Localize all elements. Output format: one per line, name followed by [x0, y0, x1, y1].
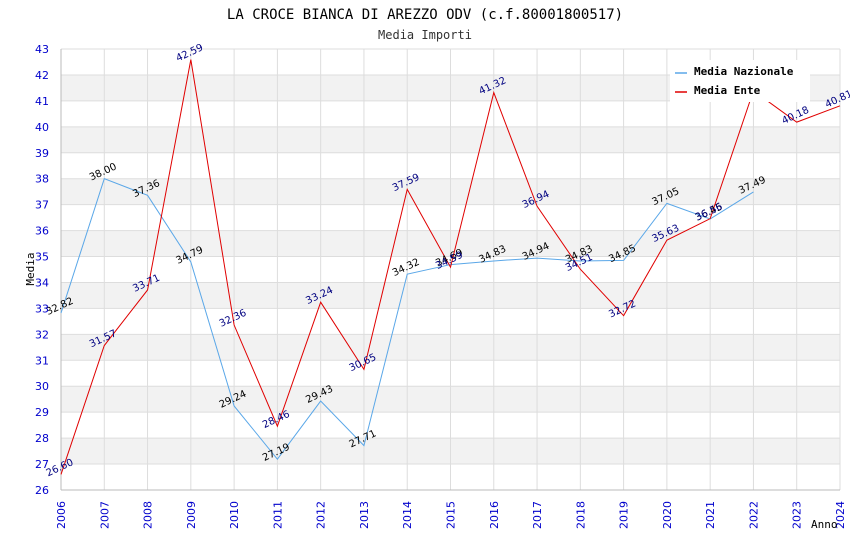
x-tick-label: 2013: [358, 501, 371, 529]
y-tick-label: 41: [35, 95, 49, 108]
y-tick-label: 30: [35, 380, 49, 393]
series-lines: [60, 59, 841, 475]
x-tick-label: 2015: [445, 501, 458, 529]
data-labels: 32.8238.0037.3634.7929.2427.1929.4327.71…: [45, 42, 850, 479]
x-tick-label: 2010: [228, 501, 241, 529]
legend-label-media-ente: Media Ente: [694, 84, 761, 97]
y-tick-label: 33: [35, 302, 49, 315]
gridlines: [60, 48, 841, 491]
y-tick-label: 36: [35, 225, 49, 238]
series-line-media-ente: [60, 59, 841, 475]
x-tick-label: 2012: [315, 501, 328, 529]
data-label: 32.82: [45, 296, 76, 318]
y-axis-label: Media: [24, 252, 37, 285]
x-tick-label: 2020: [661, 501, 674, 529]
legend: Media Nazionale Media Ente: [670, 60, 810, 102]
axis-ticks: 26 27 28 29 30 31 32 33 34 35 36 37 38 39 40 41 42 43 2006…: [35, 43, 847, 529]
y-tick-label: 26: [35, 484, 49, 497]
y-tick-label: 28: [35, 432, 49, 445]
series-line-media-nazionale: [60, 178, 754, 460]
y-tick-label: 29: [35, 406, 49, 419]
x-tick-label: 2014: [401, 501, 414, 529]
data-label: 26.60: [45, 457, 76, 479]
y-tick-label: 35: [35, 251, 49, 264]
x-axis-label: Anno: [811, 518, 838, 531]
y-tick-label: 31: [35, 354, 49, 367]
x-tick-label: 2006: [55, 501, 68, 529]
data-label: 32.36: [218, 308, 249, 330]
x-tick-label: 2011: [271, 501, 284, 529]
x-tick-label: 2008: [142, 501, 155, 529]
data-label: 40.18: [780, 105, 811, 127]
legend-box: [670, 60, 810, 102]
chart-subtitle: Media Importi: [378, 28, 472, 42]
legend-label-media-nazionale: Media Nazionale: [694, 65, 794, 78]
y-tick-label: 38: [35, 173, 49, 186]
data-label: 42.59: [174, 42, 205, 64]
chart-title: LA CROCE BIANCA DI AREZZO ODV (c.f.80001…: [227, 7, 623, 23]
y-tick-label: 34: [35, 276, 49, 289]
x-tick-label: 2018: [574, 501, 587, 529]
x-tick-label: 2016: [488, 501, 501, 529]
data-label: 34.32: [391, 257, 422, 279]
x-tick-label: 2007: [98, 501, 111, 529]
x-tick-label: 2019: [618, 501, 631, 529]
x-tick-label: 2022: [747, 501, 760, 529]
x-tick-label: 2024: [834, 501, 847, 529]
x-tick-label: 2021: [704, 501, 717, 529]
x-tick-label: 2023: [791, 501, 804, 529]
y-tick-label: 42: [35, 69, 49, 82]
y-tick-label: 32: [35, 328, 49, 341]
y-tick-label: 40: [35, 121, 49, 134]
y-tick-label: 39: [35, 147, 49, 160]
x-tick-label: 2017: [531, 501, 544, 529]
x-tick-label: 2009: [185, 501, 198, 529]
y-tick-label: 37: [35, 199, 49, 212]
y-tick-label: 43: [35, 43, 49, 56]
y-tick-label: 27: [35, 458, 49, 471]
